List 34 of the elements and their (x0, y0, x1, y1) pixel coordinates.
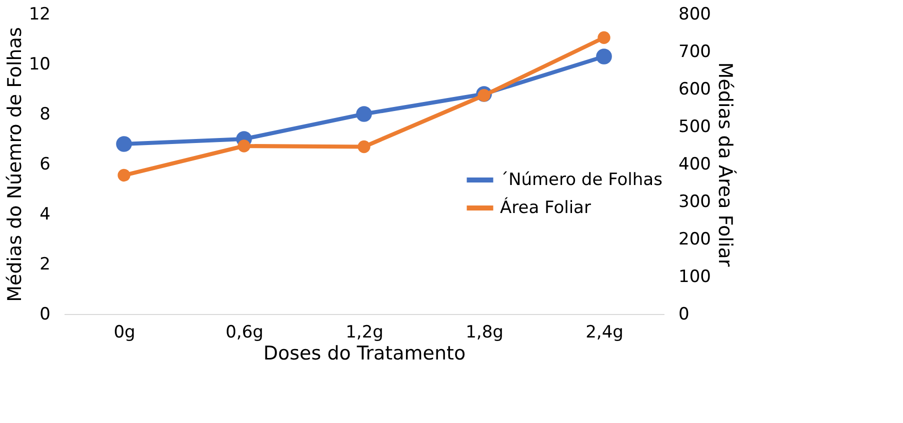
x-tick-label: 0g (114, 322, 136, 342)
y2-tick-label: 700 (678, 42, 711, 62)
x-tick-label: 1,2g (346, 322, 384, 342)
y-tick-label: 6 (40, 154, 50, 174)
y-axis-title: Médias do Núemro de Folhas (4, 27, 26, 302)
y2-tick-label: 200 (678, 230, 711, 250)
legend-label: Área Foliar (500, 197, 591, 218)
x-tick-label: 0,6g (226, 322, 264, 342)
x-tick-label: 1,8g (466, 322, 504, 342)
point (358, 140, 370, 154)
y-tick-label: 4 (40, 204, 50, 224)
point (596, 48, 612, 64)
y2-tick-label: 400 (678, 154, 711, 174)
x-tick-label: 2,4g (586, 322, 624, 342)
y-tick-label: 10 (28, 54, 50, 74)
point (118, 168, 130, 182)
y2-tick-label: 500 (678, 117, 711, 137)
y2-tick-label: 100 (678, 267, 711, 287)
legend-label: ´Número de Folhas (500, 170, 663, 190)
y2-tick-label: 600 (678, 80, 711, 100)
y-tick-label: 2 (40, 254, 50, 274)
x-axis-title: Doses do Tratamento (263, 342, 466, 364)
y2-axis-title: Médias da Área Foliar (714, 62, 737, 267)
y-tick-label: 12 (28, 4, 50, 24)
point (478, 89, 490, 102)
point (116, 136, 132, 152)
point (598, 31, 610, 44)
y-tick-label: 0 (40, 304, 50, 324)
y2-tick-label: 300 (678, 192, 711, 212)
y2-tick-label: 0 (678, 304, 690, 324)
point (238, 140, 250, 152)
y2-tick-label: 800 (678, 4, 711, 24)
point (356, 106, 372, 122)
y-tick-label: 8 (40, 104, 50, 124)
